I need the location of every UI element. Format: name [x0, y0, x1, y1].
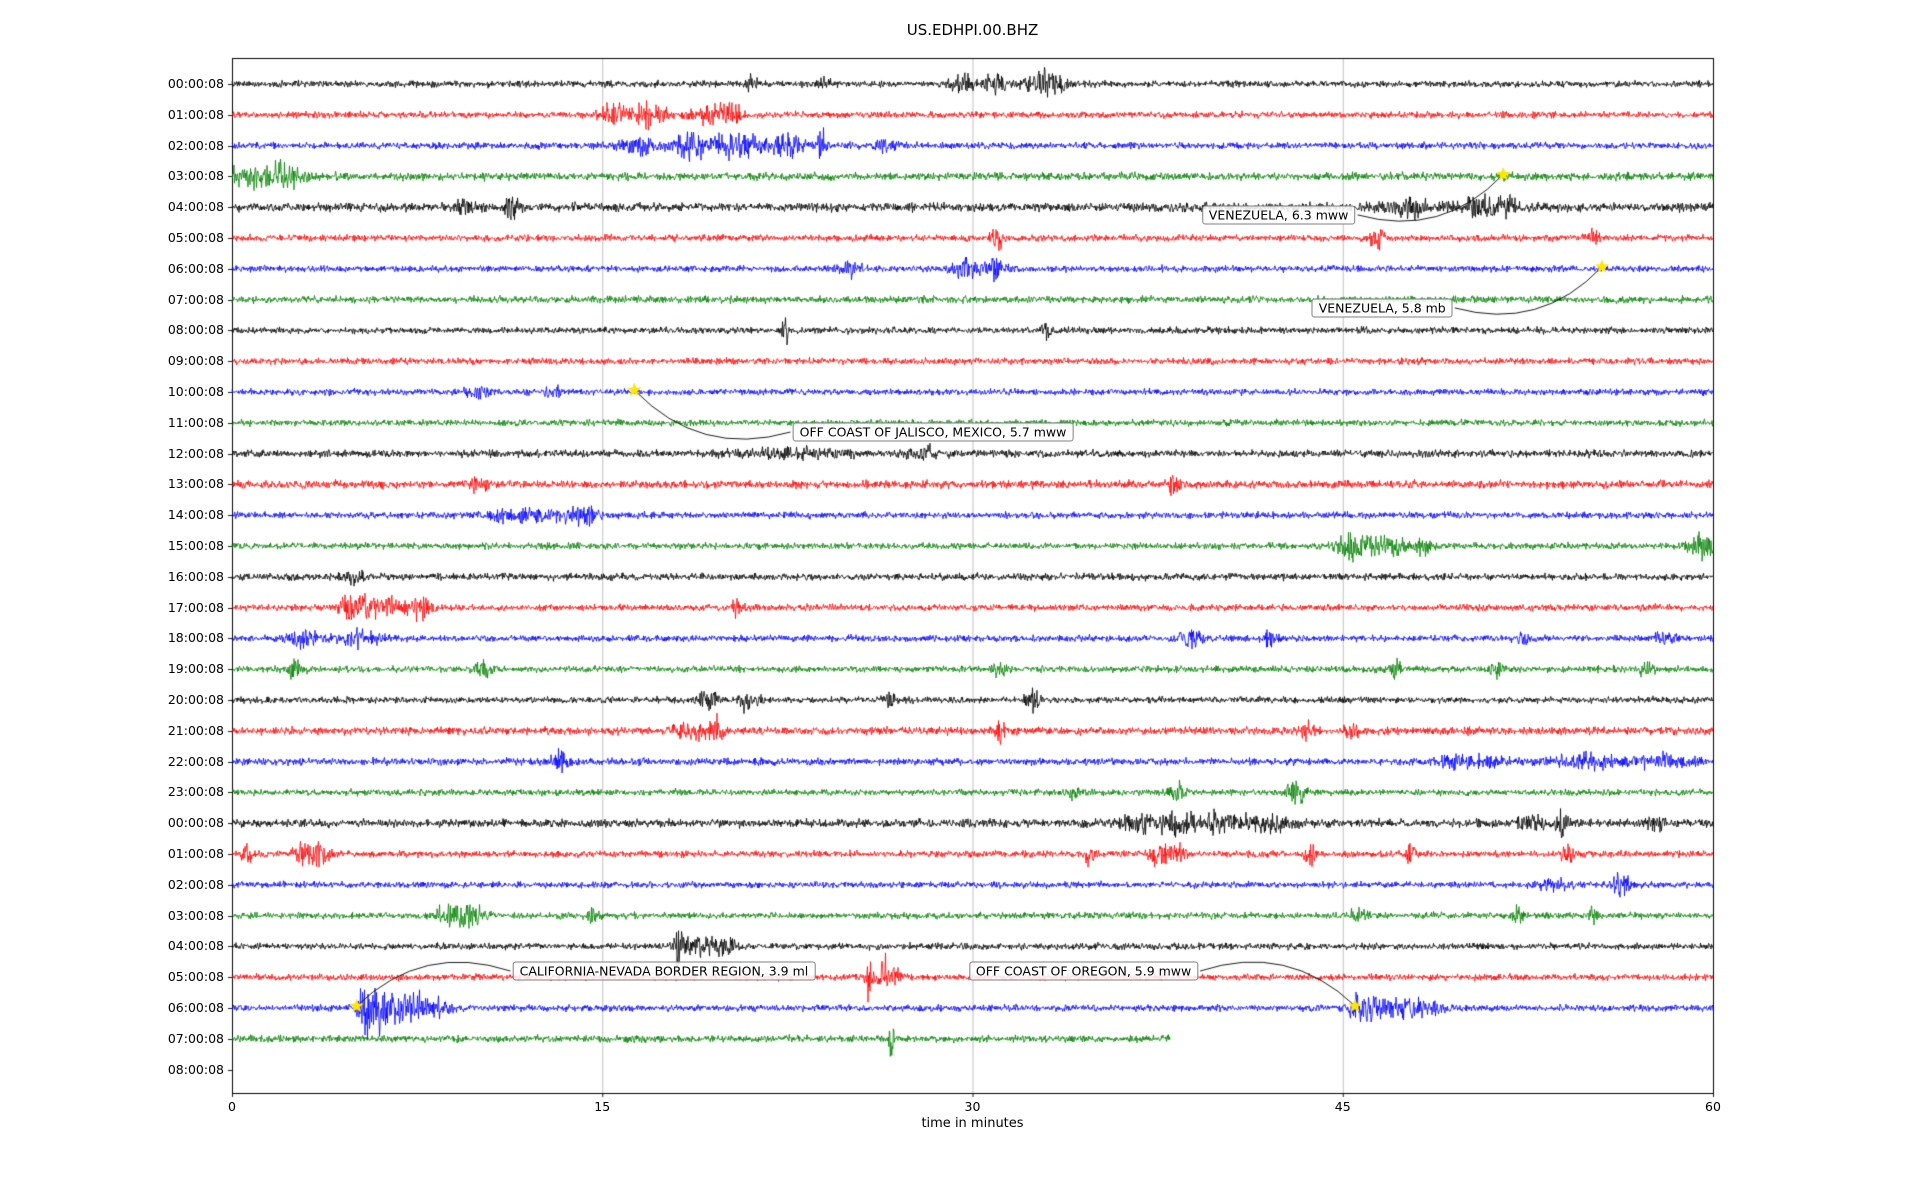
event-annotation: OFF COAST OF JALISCO, MEXICO, 5.7 mww — [792, 422, 1074, 442]
x-tick-label: 45 — [1334, 1099, 1351, 1114]
trace-time-label: 05:00:08 — [167, 969, 224, 985]
trace-time-label: 01:00:08 — [167, 846, 224, 861]
trace-time-label: 02:00:08 — [167, 137, 224, 153]
event-annotation: VENEZUELA, 5.8 mb — [1311, 298, 1453, 318]
trace-time-label: 21:00:08 — [167, 722, 224, 738]
trace-time-label: 15:00:08 — [167, 538, 224, 553]
trace-time-label: 06:00:08 — [167, 1000, 224, 1015]
trace-time-label: 05:00:08 — [167, 230, 224, 245]
trace-time-label: 16:00:08 — [167, 568, 224, 584]
x-tick-label: 15 — [594, 1099, 611, 1114]
event-annotation: OFF COAST OF OREGON, 5.9 mww — [968, 961, 1199, 981]
trace-time-label: 03:00:08 — [167, 907, 224, 923]
trace-time-label: 18:00:08 — [167, 630, 224, 646]
x-tick-label: 30 — [964, 1099, 981, 1114]
trace-time-label: 04:00:08 — [167, 938, 224, 954]
trace-time-label: 03:00:08 — [167, 168, 224, 184]
trace-time-label: 10:00:08 — [167, 384, 224, 399]
trace-time-label: 11:00:08 — [167, 414, 224, 430]
trace-time-label: 04:00:08 — [167, 199, 224, 215]
trace-time-label: 17:00:08 — [167, 599, 224, 615]
chart-title: US.EDHPI.00.BHZ — [906, 21, 1039, 39]
trace-time-label: 02:00:08 — [167, 876, 224, 892]
trace-time-label: 22:00:08 — [167, 753, 224, 769]
trace-time-label: 01:00:08 — [167, 106, 224, 122]
trace-time-label: 09:00:08 — [167, 353, 224, 369]
event-annotation: VENEZUELA, 6.3 mww — [1201, 205, 1356, 225]
x-tick-label: 0 — [228, 1099, 236, 1114]
trace-time-label: 19:00:08 — [167, 661, 224, 677]
trace-time-label: 23:00:08 — [167, 784, 224, 800]
event-annotation: CALIFORNIA-NEVADA BORDER REGION, 3.9 ml — [512, 961, 816, 981]
trace-time-label: 12:00:08 — [167, 445, 224, 461]
trace-time-label: 00:00:08 — [167, 76, 224, 91]
trace-time-label: 08:00:08 — [167, 1061, 224, 1077]
trace-time-label: 07:00:08 — [167, 291, 224, 307]
x-axis-label: time in minutes — [921, 1116, 1024, 1131]
trace-time-label: 14:00:08 — [167, 507, 224, 523]
trace-time-label: 08:00:08 — [167, 322, 224, 338]
trace-time-label: 06:00:08 — [167, 260, 224, 276]
trace-time-label: 07:00:08 — [167, 1030, 224, 1046]
trace-time-label: 00:00:08 — [167, 815, 224, 831]
trace-time-label: 20:00:08 — [167, 692, 224, 707]
trace-time-label: 13:00:08 — [167, 476, 224, 492]
x-tick-label: 60 — [1705, 1099, 1721, 1114]
